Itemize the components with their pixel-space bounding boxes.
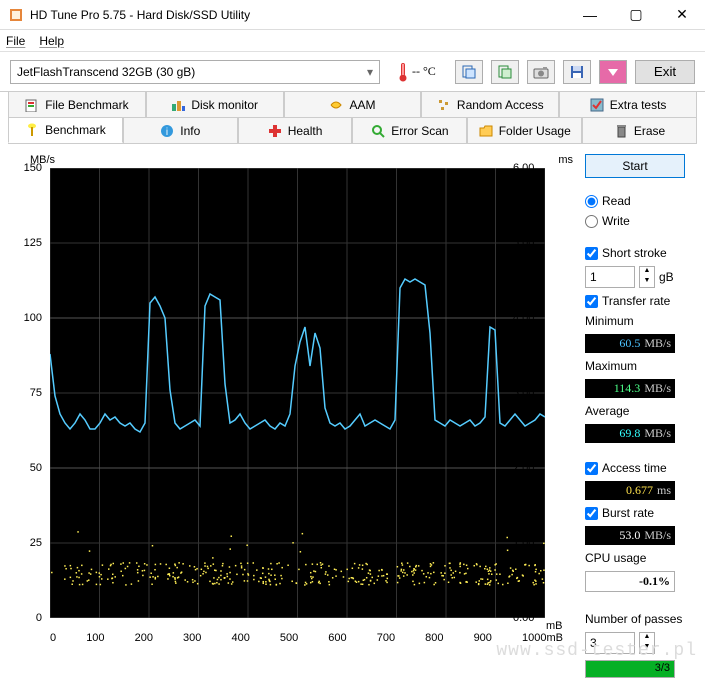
disk-mon-icon [171, 98, 185, 112]
x-unit: mB [546, 620, 575, 632]
random-icon [437, 98, 451, 112]
toolbar: JetFlashTranscend 32GB (30 gB) -- °C Exi… [0, 52, 705, 92]
avg-label: Average [585, 404, 685, 418]
app-icon [8, 7, 24, 23]
screenshot-button[interactable] [527, 60, 555, 84]
short-stroke-spinner[interactable]: ▲▼ [639, 266, 655, 288]
gb-label: gB [659, 270, 674, 284]
copy-green-icon [497, 64, 513, 80]
y-left-axis: 0255075100125150 [10, 168, 46, 618]
write-radio[interactable]: Write [585, 214, 685, 228]
cpu-label: CPU usage [585, 551, 685, 565]
transfer-rate-check[interactable]: Transfer rate [585, 294, 685, 308]
access-value: 0.677ms [585, 481, 675, 500]
file-bench-icon [25, 98, 39, 112]
tab-row-top: File BenchmarkDisk monitorAAMRandom Acce… [0, 92, 705, 118]
thermometer-icon [396, 62, 410, 82]
benchmark-plot [50, 168, 545, 618]
errscan-icon [371, 124, 385, 138]
side-panel: Start Read Write Short stroke ▲▼ gB Tran… [575, 154, 685, 678]
options-button[interactable] [599, 60, 627, 84]
cpu-value: -0.1% [585, 571, 675, 592]
drive-select-value: JetFlashTranscend 32GB (30 gB) [17, 65, 195, 79]
copy-info-button[interactable] [455, 60, 483, 84]
tab-disk-mon[interactable]: Disk monitor [146, 92, 284, 118]
x-axis: 01002003004005006007008009001000mB [50, 632, 545, 644]
exit-button[interactable]: Exit [635, 60, 695, 84]
arrow-down-icon [605, 64, 621, 80]
min-label: Minimum [585, 314, 685, 328]
svg-text:i: i [166, 127, 168, 138]
copy-shot-button[interactable] [491, 60, 519, 84]
tab-erase[interactable]: Erase [582, 117, 697, 143]
passes-progress: 3/3 [585, 660, 675, 678]
short-stroke-input[interactable] [585, 266, 635, 288]
temperature: -- °C [396, 62, 436, 82]
health-icon [268, 124, 282, 138]
save-button[interactable] [563, 60, 591, 84]
max-label: Maximum [585, 359, 685, 373]
minimize-button[interactable]: — [567, 0, 613, 29]
min-value: 60.5MB/s [585, 334, 675, 353]
camera-icon [533, 64, 549, 80]
extra-icon [590, 98, 604, 112]
info-icon: i [160, 124, 174, 138]
menu-file[interactable]: File [6, 34, 25, 48]
passes-label: Number of passes [585, 612, 685, 626]
tab-file-bench[interactable]: File Benchmark [8, 92, 146, 118]
tab-extra[interactable]: Extra tests [559, 92, 697, 118]
tab-aam[interactable]: AAM [284, 92, 422, 118]
access-time-check[interactable]: Access time [585, 461, 685, 475]
short-stroke-check[interactable]: Short stroke [585, 246, 685, 260]
folder-icon [479, 124, 493, 138]
start-button[interactable]: Start [585, 154, 685, 178]
tab-random[interactable]: Random Access [421, 92, 559, 118]
titlebar: HD Tune Pro 5.75 - Hard Disk/SSD Utility… [0, 0, 705, 30]
erase-icon [614, 124, 628, 138]
close-button[interactable]: ✕ [659, 0, 705, 29]
copy-icon [461, 64, 477, 80]
temperature-value: -- °C [412, 64, 436, 79]
watermark: www.ssd-tester.pl [496, 641, 697, 661]
menubar: File Help [0, 30, 705, 52]
y-right-axis: 0.001.002.003.004.005.006.00 [513, 168, 549, 618]
tab-bench[interactable]: Benchmark [8, 117, 123, 143]
avg-value: 69.8MB/s [585, 424, 675, 443]
tab-folder[interactable]: Folder Usage [467, 117, 582, 143]
chart-area: MB/s ms 0255075100125150 0.001.002.003.0… [10, 154, 575, 678]
read-radio[interactable]: Read [585, 194, 685, 208]
tab-info[interactable]: iInfo [123, 117, 238, 143]
max-value: 114.3MB/s [585, 379, 675, 398]
window-title: HD Tune Pro 5.75 - Hard Disk/SSD Utility [30, 8, 567, 22]
drive-select[interactable]: JetFlashTranscend 32GB (30 gB) [10, 60, 380, 84]
tab-row-bottom: BenchmarkiInfoHealthError ScanFolder Usa… [0, 117, 705, 143]
maximize-button[interactable]: ▢ [613, 0, 659, 29]
tab-errscan[interactable]: Error Scan [352, 117, 467, 143]
y-right-label: ms [558, 154, 573, 166]
menu-help[interactable]: Help [39, 34, 64, 48]
tab-health[interactable]: Health [238, 117, 353, 143]
bench-icon [25, 123, 39, 137]
burst-rate-check[interactable]: Burst rate [585, 506, 685, 520]
aam-icon [329, 98, 343, 112]
burst-value: 53.0MB/s [585, 526, 675, 545]
save-icon [569, 64, 585, 80]
